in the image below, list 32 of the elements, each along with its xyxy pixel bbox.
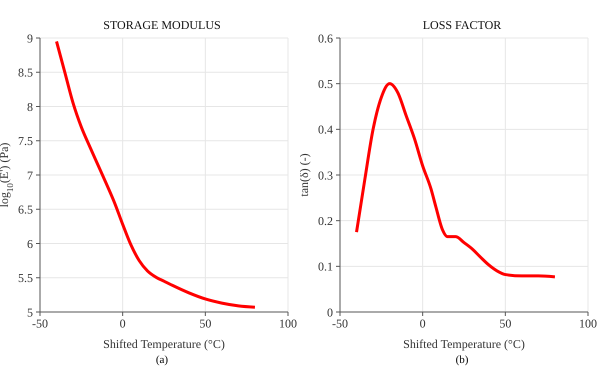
x-tick-label: 100 [579,316,597,331]
chart-title: STORAGE MODULUS [102,18,222,33]
y-tick-label: 5 [27,305,33,320]
text: (a) [154,354,170,366]
y-tick-label: 0 [327,305,333,320]
y-tick-label: 7.5 [18,134,33,148]
y-tick-label: 6 [27,236,33,251]
y-tick-label: 0.4 [318,122,333,137]
x-axis-title: Shifted Temperature (°C) [403,337,525,351]
y-tick-label: 5.5 [18,271,33,286]
y-tick-label: 0.2 [318,214,333,228]
y-tick-label: 0.5 [318,76,333,91]
x-tick-label: -50 [32,316,48,331]
y-tick-label: 6.5 [18,202,33,217]
x-tick-label: -50 [332,316,348,331]
text: (b) [454,354,470,366]
y-tick-label: 0.6 [318,31,333,46]
y-tick-label: 7 [27,168,33,182]
x-axis-title: Shifted Temperature (°C) [103,337,225,351]
y-tick-label: 8.5 [18,66,33,80]
x-tick-label: 100 [279,316,297,331]
y-tick-label: 0.3 [318,168,333,182]
x-tick-label: 50 [199,316,212,331]
line-series [355,82,556,278]
chart-title: LOSS FACTOR [422,18,502,33]
x-tick-label: 0 [420,316,426,331]
line-series [55,40,256,309]
x-tick-label: 50 [499,316,512,331]
x-tick-label: 0 [120,316,126,331]
y-tick-label: 0.1 [318,260,333,274]
y-tick-label: 8 [27,100,33,114]
y-tick-label: 9 [27,31,33,46]
